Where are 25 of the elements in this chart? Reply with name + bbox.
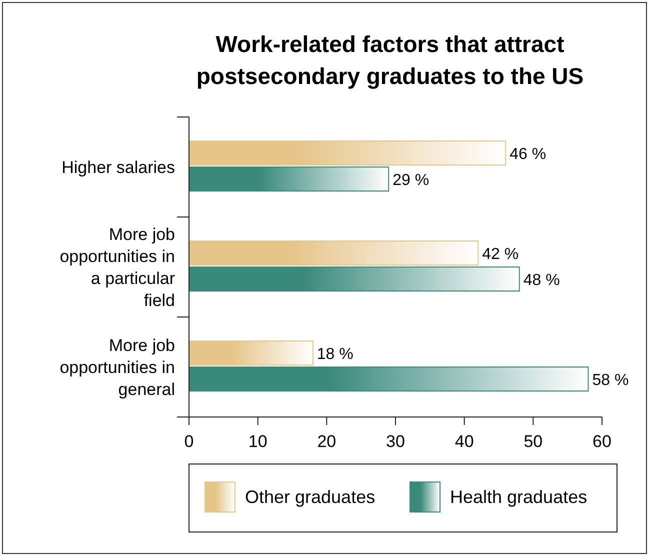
- data-label: 29 %: [392, 172, 430, 189]
- bar: [188, 366, 589, 392]
- y-tick-label: Higher salaries: [62, 158, 175, 177]
- legend-label: Health graduates: [450, 487, 588, 507]
- chart-title: Work-related factors that attract postsecondary graduates to the US: [196, 31, 584, 89]
- legend-label: Other graduates: [245, 487, 376, 507]
- x-tick-label: 60: [592, 432, 612, 451]
- x-tick-label: 10: [248, 432, 268, 451]
- data-label: 58 %: [592, 372, 629, 389]
- y-tick-label: More job opportunities in general: [60, 336, 175, 399]
- bar: [188, 240, 479, 266]
- bar: [188, 166, 390, 192]
- x-tick-label: 40: [454, 432, 474, 451]
- bar: [188, 340, 314, 366]
- bar: [188, 140, 506, 166]
- data-label: 46 %: [510, 146, 546, 163]
- y-tick-label: More job opportunities in a particular field: [60, 225, 176, 310]
- x-tick-label: 20: [317, 432, 336, 451]
- x-tick-label: 50: [524, 432, 543, 451]
- x-tick-label: 0: [184, 432, 194, 451]
- x-tick-label: 30: [386, 432, 405, 451]
- data-label: 48 %: [523, 272, 560, 289]
- data-label: 42 %: [482, 246, 519, 263]
- bar: [188, 266, 520, 292]
- data-label: 18 %: [316, 346, 354, 363]
